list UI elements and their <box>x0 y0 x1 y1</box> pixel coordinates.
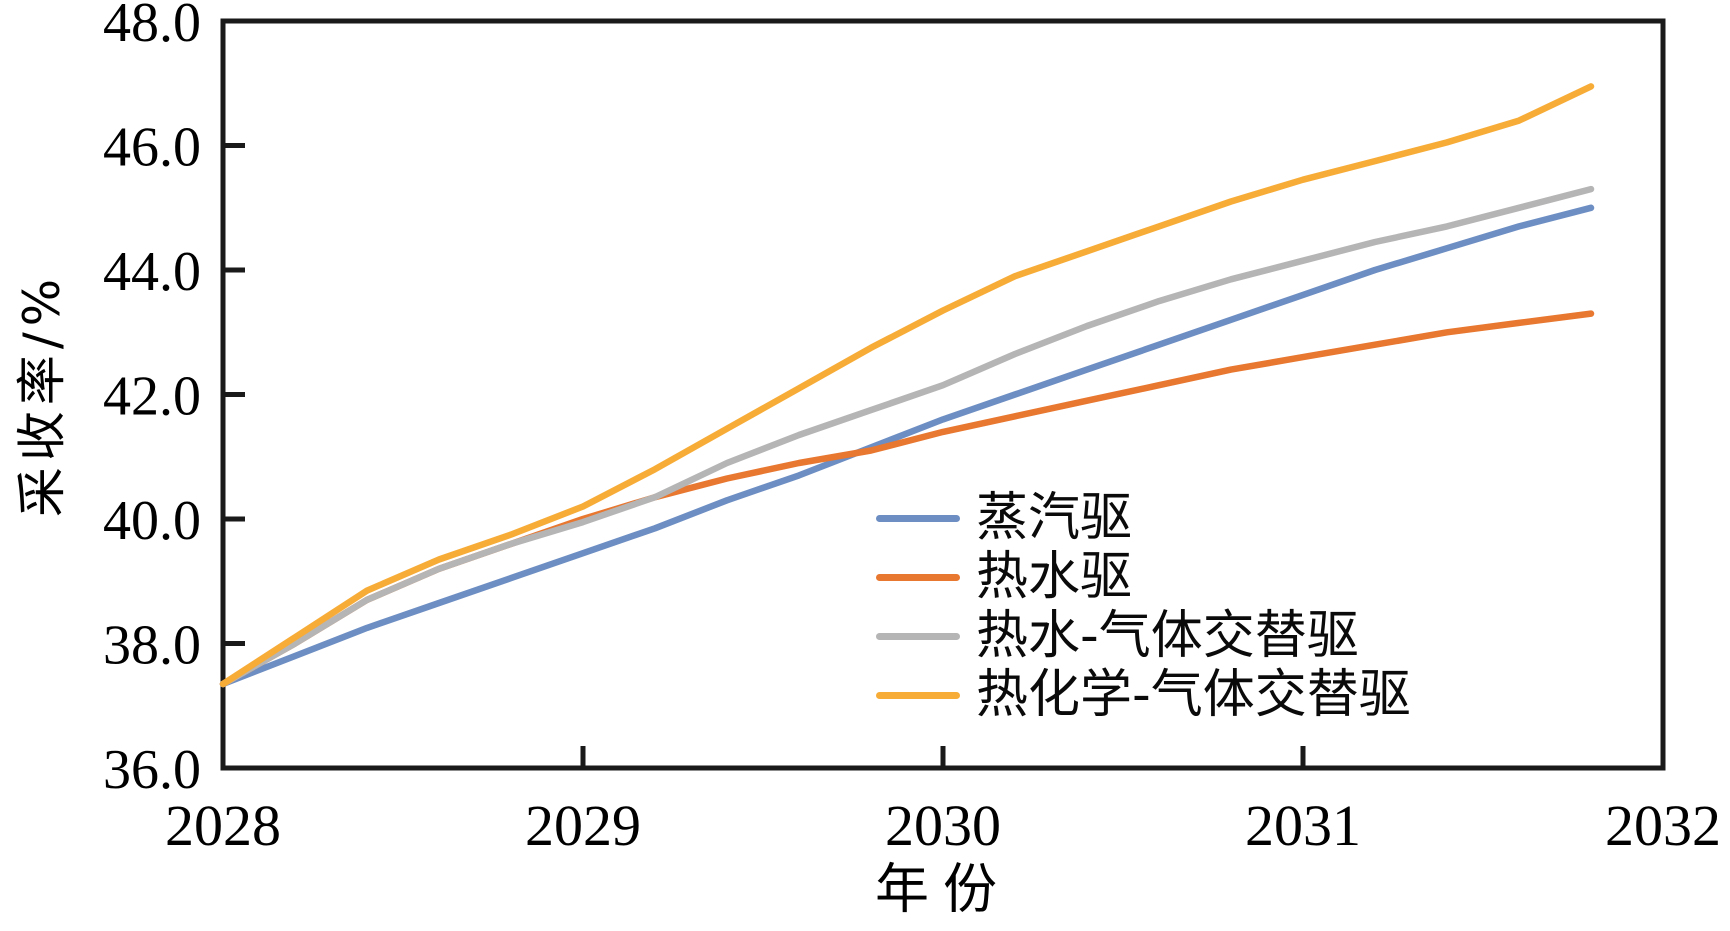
legend-swatch-steam-drive <box>876 515 960 522</box>
legend-swatch-hot-water-gas-alternating-drive <box>876 633 960 640</box>
legend: 蒸汽驱 热水驱 热水-气体交替驱 热化学-气体交替驱 <box>876 489 1411 725</box>
x-tick-label: 2028 <box>165 793 281 858</box>
legend-item-hot-water-gas-alternating-drive: 热水-气体交替驱 <box>876 607 1411 666</box>
legend-item-steam-drive: 蒸汽驱 <box>876 489 1411 548</box>
legend-label-thermochemical-gas-alternating-drive: 热化学-气体交替驱 <box>976 665 1411 725</box>
y-axis-title: 采收率/% <box>13 272 71 518</box>
legend-item-hot-water-drive: 热水驱 <box>876 548 1411 607</box>
legend-swatch-hot-water-drive <box>876 574 960 581</box>
legend-label-hot-water-gas-alternating-drive: 热水-气体交替驱 <box>976 606 1359 666</box>
series-line-3 <box>219 83 1595 688</box>
series-line-2 <box>219 185 1595 688</box>
legend-swatch-thermochemical-gas-alternating-drive <box>876 692 960 699</box>
x-tick-label: 2032 <box>1605 793 1721 858</box>
y-tick-label: 48.0 <box>103 0 201 54</box>
x-tick-label: 2031 <box>1245 793 1361 858</box>
y-tick-label: 42.0 <box>103 366 201 428</box>
y-tick-label: 36.0 <box>103 739 201 801</box>
legend-label-steam-drive: 蒸汽驱 <box>976 488 1133 548</box>
y-tick-label: 44.0 <box>103 241 201 303</box>
y-tick-label: 38.0 <box>103 615 201 677</box>
series-line-0 <box>219 204 1595 688</box>
legend-item-thermochemical-gas-alternating-drive: 热化学-气体交替驱 <box>876 666 1411 725</box>
x-tick-label: 2029 <box>525 793 641 858</box>
y-tick-label: 40.0 <box>103 490 201 552</box>
legend-label-hot-water-drive: 热水驱 <box>976 547 1133 607</box>
y-tick-label: 46.0 <box>103 117 201 179</box>
x-tick-label: 2030 <box>885 793 1001 858</box>
x-axis-title: 年份 <box>875 857 1011 921</box>
